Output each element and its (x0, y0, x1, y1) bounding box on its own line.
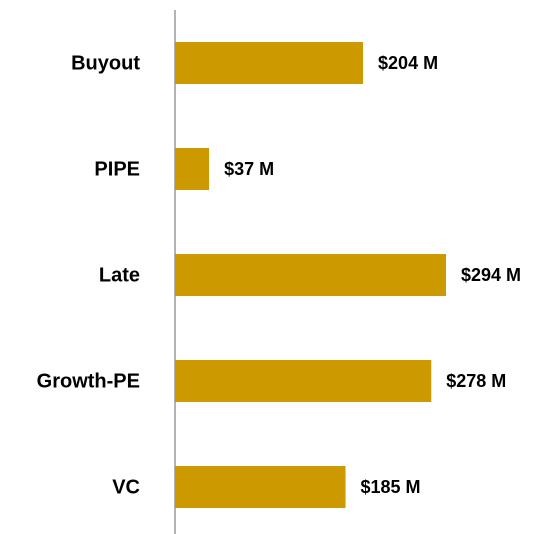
bar (175, 148, 210, 190)
value-label: $37 M (224, 159, 274, 179)
bar (175, 466, 346, 508)
bar (175, 254, 446, 296)
bar (175, 42, 364, 84)
category-label: PIPE (94, 158, 140, 180)
category-label: Growth-PE (37, 370, 140, 392)
value-label: $294 M (461, 265, 521, 285)
value-label: $204 M (378, 53, 438, 73)
value-label: $278 M (446, 371, 506, 391)
value-label: $185 M (361, 477, 421, 497)
category-label: Late (99, 264, 140, 286)
bar (175, 360, 432, 402)
category-label: VC (112, 476, 140, 498)
category-label: Buyout (71, 52, 140, 74)
